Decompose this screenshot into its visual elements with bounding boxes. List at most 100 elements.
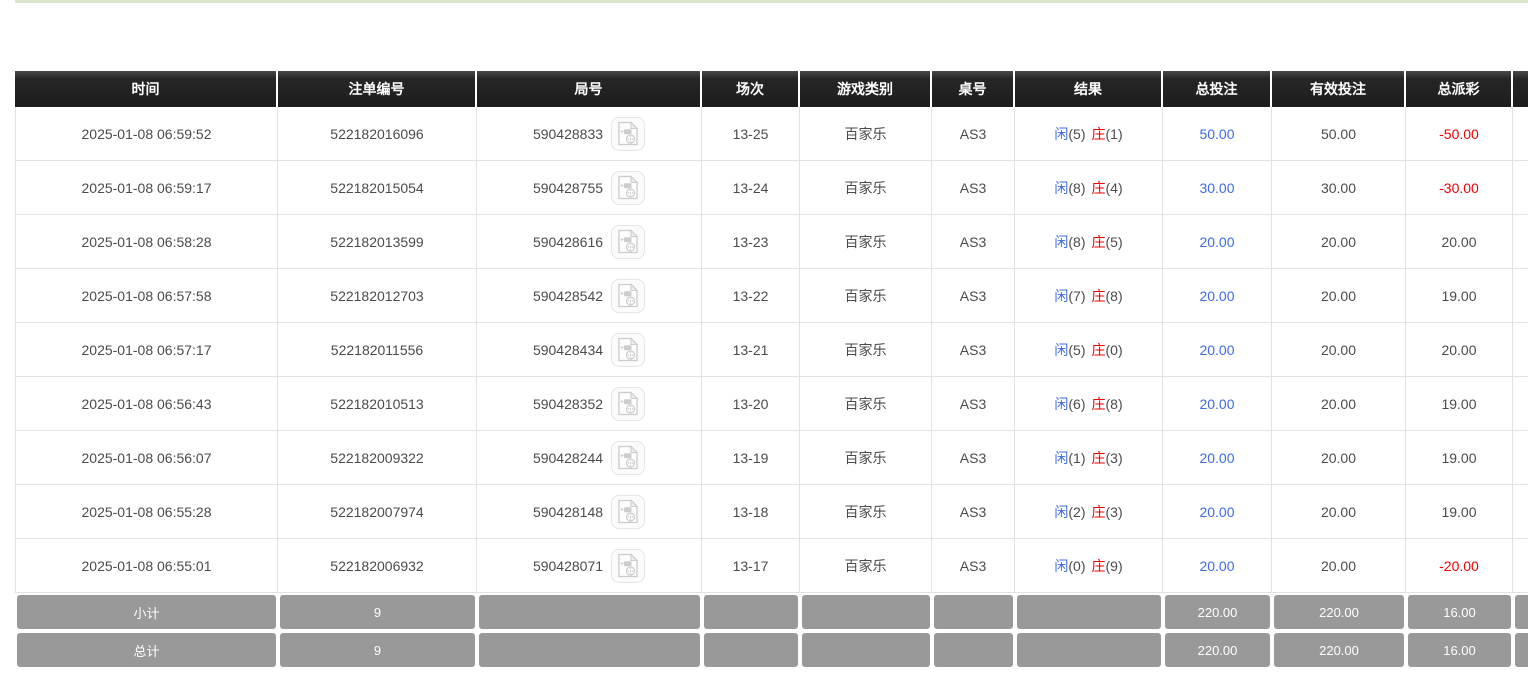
extra-cell — [1513, 269, 1528, 323]
total-payout-cell: 19.00 — [1406, 485, 1513, 539]
bet-number-cell: 522182011556 — [278, 323, 477, 377]
player-score: (5) — [1068, 341, 1086, 358]
total-bet-cell[interactable]: 20.00 — [1163, 431, 1272, 485]
player-score: (6) — [1068, 395, 1086, 412]
video-replay-button[interactable] — [611, 386, 646, 421]
result-cell: 闲(0) 庄(9) — [1015, 539, 1163, 593]
video-replay-button[interactable] — [611, 116, 646, 151]
video-replay-button[interactable] — [611, 494, 646, 529]
session-cell: 13-21 — [702, 323, 800, 377]
video-file-icon — [618, 175, 639, 200]
session-cell: 13-18 — [702, 485, 800, 539]
table-number-cell: AS3 — [932, 485, 1015, 539]
session-cell: 13-19 — [702, 431, 800, 485]
session-cell: 13-22 — [702, 269, 800, 323]
footer-total-bet-cell: 220.00 — [1163, 593, 1272, 631]
footer-empty-cell — [1015, 593, 1163, 631]
round-number-cell: 590428071 — [477, 539, 702, 593]
total-payout-cell: 19.00 — [1406, 431, 1513, 485]
footer-empty-cell — [702, 593, 800, 631]
player-label: 闲 — [1054, 449, 1069, 466]
video-file-icon — [618, 283, 639, 308]
bet-records-container: 时间 注单编号 局号 场次 游戏类别 桌号 结果 总投注 有效投注 总派彩 2025-01-08 … — [15, 71, 1528, 669]
video-replay-button[interactable] — [611, 548, 646, 583]
table-number-cell: AS3 — [932, 107, 1015, 161]
player-label: 闲 — [1054, 395, 1069, 412]
banker-label: 庄 — [1091, 557, 1106, 574]
table-number-cell: AS3 — [932, 269, 1015, 323]
table-number-cell: AS3 — [932, 377, 1015, 431]
round-number: 590428071 — [532, 557, 604, 574]
session-cell: 13-20 — [702, 377, 800, 431]
player-score: (2) — [1068, 503, 1086, 520]
round-number-cell: 590428352 — [477, 377, 702, 431]
column-header-valid_bet: 有效投注 — [1272, 71, 1406, 107]
time-cell: 2025-01-08 06:59:52 — [15, 107, 278, 161]
video-file-icon — [618, 121, 639, 146]
top-divider-line — [15, 0, 1528, 3]
video-file-icon — [618, 391, 639, 416]
bet-number-cell: 522182009322 — [278, 431, 477, 485]
result-cell: 闲(5) 庄(1) — [1015, 107, 1163, 161]
table-row: 2025-01-08 06:56:43 522182010513 590428352… — [15, 377, 1528, 431]
session-cell: 13-25 — [702, 107, 800, 161]
time-cell: 2025-01-08 06:59:17 — [15, 161, 278, 215]
table-row: 2025-01-08 06:55:28 522182007974 590428148… — [15, 485, 1528, 539]
session-cell: 13-24 — [702, 161, 800, 215]
total-bet-cell[interactable]: 20.00 — [1163, 485, 1272, 539]
game-type-cell: 百家乐 — [800, 431, 932, 485]
footer-valid-bet-cell: 220.00 — [1272, 631, 1406, 669]
video-replay-button[interactable] — [611, 170, 646, 205]
valid-bet-cell: 20.00 — [1272, 539, 1406, 593]
player-label: 闲 — [1054, 503, 1069, 520]
extra-cell — [1513, 215, 1528, 269]
bet-number-cell: 522182015054 — [278, 161, 477, 215]
valid-bet-cell: 30.00 — [1272, 161, 1406, 215]
game-type-cell: 百家乐 — [800, 215, 932, 269]
time-cell: 2025-01-08 06:57:58 — [15, 269, 278, 323]
video-replay-button[interactable] — [611, 332, 646, 367]
extra-cell — [1513, 431, 1528, 485]
valid-bet-cell: 20.00 — [1272, 485, 1406, 539]
round-number-cell: 590428616 — [477, 215, 702, 269]
table-number-cell: AS3 — [932, 323, 1015, 377]
banker-label: 庄 — [1091, 503, 1106, 520]
total-bet-cell[interactable]: 50.00 — [1163, 107, 1272, 161]
total-bet-cell[interactable]: 20.00 — [1163, 539, 1272, 593]
footer-total-payout-cell: 16.00 — [1406, 593, 1513, 631]
round-number: 590428542 — [532, 287, 604, 304]
video-replay-button[interactable] — [611, 278, 646, 313]
total-payout-cell: 19.00 — [1406, 269, 1513, 323]
extra-cell — [1513, 539, 1528, 593]
column-header-table_no: 桌号 — [932, 71, 1015, 107]
banker-label: 庄 — [1091, 449, 1106, 466]
banker-label: 庄 — [1091, 395, 1106, 412]
video-replay-button[interactable] — [611, 224, 646, 259]
round-number: 590428434 — [532, 341, 604, 358]
player-score: (5) — [1068, 125, 1086, 142]
total-bet-cell[interactable]: 20.00 — [1163, 323, 1272, 377]
bet-number-cell: 522182010513 — [278, 377, 477, 431]
video-replay-button[interactable] — [611, 440, 646, 475]
bet-number-cell: 522182012703 — [278, 269, 477, 323]
table-row: 2025-01-08 06:59:52 522182016096 590428833… — [15, 107, 1528, 161]
round-number: 590428148 — [532, 503, 604, 520]
round-number: 590428244 — [532, 449, 604, 466]
round-number-cell: 590428434 — [477, 323, 702, 377]
game-type-cell: 百家乐 — [800, 323, 932, 377]
time-cell: 2025-01-08 06:55:28 — [15, 485, 278, 539]
game-type-cell: 百家乐 — [800, 269, 932, 323]
total-bet-cell[interactable]: 20.00 — [1163, 269, 1272, 323]
banker-label: 庄 — [1091, 125, 1106, 142]
player-score: (0) — [1068, 557, 1086, 574]
time-cell: 2025-01-08 06:58:28 — [15, 215, 278, 269]
total-bet-cell[interactable]: 20.00 — [1163, 215, 1272, 269]
total-bet-cell[interactable]: 20.00 — [1163, 377, 1272, 431]
extra-cell — [1513, 323, 1528, 377]
player-label: 闲 — [1054, 557, 1069, 574]
video-file-icon — [618, 229, 639, 254]
column-header-total_bet: 总投注 — [1163, 71, 1272, 107]
column-header-round_no: 局号 — [477, 71, 702, 107]
subtotal-row: 小计 9 220.00 220.00 16.00 — [15, 593, 1528, 631]
total-bet-cell[interactable]: 30.00 — [1163, 161, 1272, 215]
